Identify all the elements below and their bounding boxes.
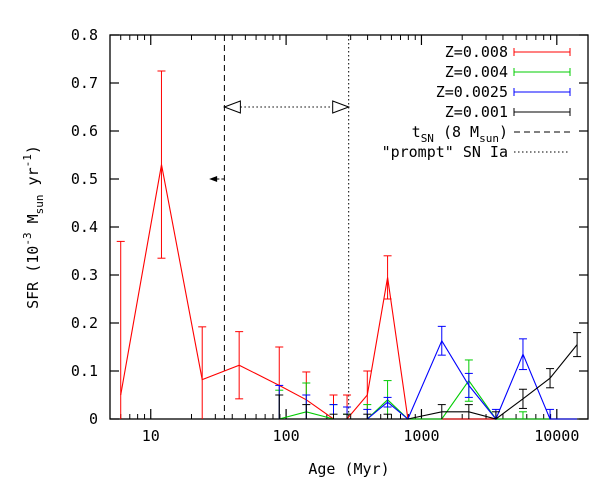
legend-label: Z=0.008 [445, 43, 508, 61]
series-line [279, 344, 578, 420]
y-tick-label: 0.3 [71, 266, 98, 284]
series-z-0-0025 [275, 325, 578, 421]
y-tick-label: 0.4 [71, 218, 98, 236]
x-tick-label: 100 [273, 427, 300, 445]
x-tick-label: 10 [142, 427, 160, 445]
double-arrow-head-right [332, 100, 351, 114]
series-line [279, 379, 578, 420]
y-tick-label: 0.5 [71, 170, 98, 188]
double-arrow-head-left [222, 100, 241, 114]
y-tick-label: 0.8 [71, 26, 98, 44]
axis-ticks: 0 0.1 0.2 0.3 0.4 0.5 0.6 0.7 0.8 10 100 1000 10000 [71, 26, 588, 445]
legend-label: Z=0.001 [445, 103, 508, 121]
legend-label: Z=0.004 [445, 63, 508, 81]
y-tick-label: 0.1 [71, 362, 98, 380]
series-z-0-008 [116, 70, 578, 420]
arrow-head [209, 176, 218, 182]
y-tick-label: 0.2 [71, 314, 98, 332]
y-tick-label: 0.7 [71, 74, 98, 92]
y-tick-label: 0.6 [71, 122, 98, 140]
annotations [209, 100, 351, 182]
series-z-0-001 [275, 332, 582, 420]
reference-lines [223, 35, 350, 419]
legend-label: Z=0.0025 [436, 83, 508, 101]
x-tick-label: 10000 [534, 427, 579, 445]
legend: Z=0.008 Z=0.004 Z=0.0025 Z=0.001 tSN (8 Msun… [382, 43, 571, 161]
x-axis-label: Age (Myr) [308, 460, 389, 478]
legend-label: "prompt" SN Ia [382, 143, 508, 161]
x-tick-label: 1000 [403, 427, 439, 445]
y-tick-label: 0 [89, 410, 98, 428]
data-series [116, 70, 582, 421]
y-axis-label: SFR (10-3 Msun yr-1) [21, 145, 46, 309]
series-line [279, 339, 578, 421]
legend-label: tSN (8 Msun) [412, 123, 508, 145]
